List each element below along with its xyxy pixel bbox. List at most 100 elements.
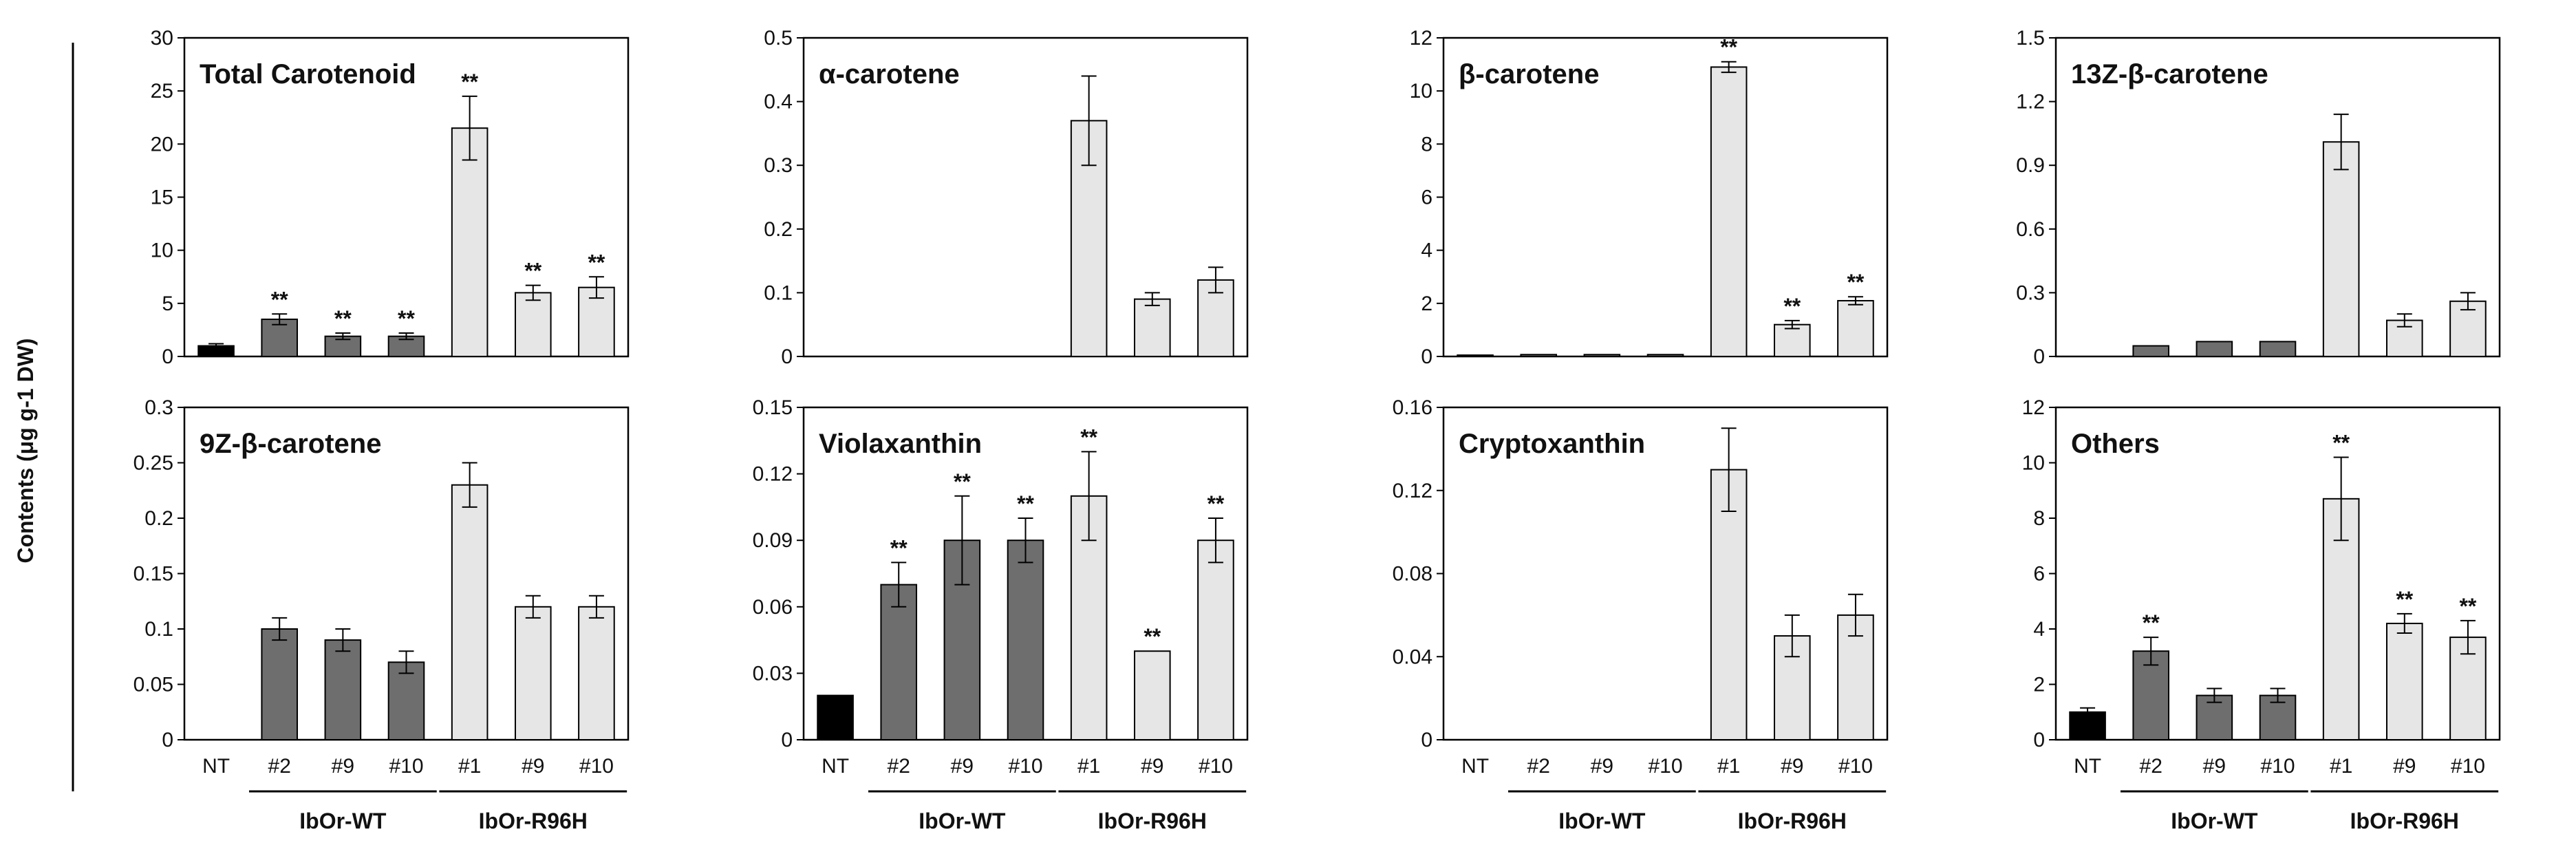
bar-n2-ibor-wt bbox=[2132, 345, 2170, 358]
chart-panel: 0 0.3 0.6 0.9 1.2 1.5 13Z-β-carotene bbox=[2016, 27, 2501, 368]
x-tick-label: #1 bbox=[458, 755, 481, 778]
y-tick-label: 4 bbox=[2033, 618, 2045, 641]
bar-n2-ibor-wt bbox=[880, 584, 918, 740]
chart-panel: 0 2 4 6 8 10 12 β-carotene ** ** ** bbox=[1410, 27, 1889, 368]
y-tick-label: 0.1 bbox=[764, 281, 793, 304]
bar-NT-nt bbox=[817, 694, 854, 740]
chart-panel: 0 0.04 0.08 0.12 0.16 Cryptoxanthin NT #2 #9 #10 #… bbox=[1393, 396, 1889, 833]
bar-n2-ibor-wt bbox=[261, 318, 299, 358]
bar-n1-ibor-r96h bbox=[1710, 469, 1748, 740]
x-tick-label: #9 bbox=[1781, 755, 1803, 778]
chart-panel: 0 2 4 6 8 10 12 Others ** ** ** ** NT #2 #9 #10 #1 #9 #10 I… bbox=[2022, 396, 2501, 833]
x-tick-label: #10 bbox=[2260, 755, 2295, 778]
y-tick-label: 0.25 bbox=[133, 452, 173, 475]
significance-marker: ** bbox=[271, 287, 288, 312]
x-tick-label: #9 bbox=[1141, 755, 1163, 778]
y-tick-label: 10 bbox=[1410, 80, 1432, 103]
x-tick-label: #9 bbox=[951, 755, 974, 778]
group-label: IbOr-WT bbox=[2171, 809, 2258, 833]
bar-n9-ibor-r96h bbox=[1133, 298, 1171, 357]
y-tick-label: 0.3 bbox=[764, 154, 793, 177]
x-tick-label: #10 bbox=[2451, 755, 2485, 778]
chart-panel: 0 0.03 0.06 0.09 0.12 0.15 Violaxanthin ** ** ** *… bbox=[753, 396, 1249, 833]
y-tick-label: 0 bbox=[162, 729, 173, 751]
y-tick-label: 12 bbox=[2022, 396, 2045, 419]
y-tick-label: 5 bbox=[162, 292, 173, 315]
y-tick-label: 0.1 bbox=[144, 618, 173, 641]
bar-n9-ibor-wt bbox=[324, 335, 362, 357]
y-tick-label: 2 bbox=[1421, 292, 1432, 315]
panel-title: 13Z-β-carotene bbox=[2071, 59, 2268, 89]
significance-marker: ** bbox=[588, 250, 605, 275]
group-label: IbOr-R96H bbox=[479, 809, 588, 833]
y-tick-label: 15 bbox=[151, 186, 173, 209]
x-tick-label: #1 bbox=[2330, 755, 2352, 778]
x-tick-label: #10 bbox=[389, 755, 423, 778]
panel-title: Others bbox=[2071, 429, 2160, 459]
plot-frame bbox=[802, 36, 1249, 358]
group-label: IbOr-R96H bbox=[2350, 809, 2459, 833]
y-tick-label: 0.06 bbox=[753, 596, 793, 619]
y-tick-label: 12 bbox=[1410, 27, 1432, 50]
y-tick-label: 0.3 bbox=[2016, 281, 2045, 304]
panel-title: Cryptoxanthin bbox=[1459, 429, 1645, 459]
panel-title: Violaxanthin bbox=[819, 429, 982, 459]
bar-n9-ibor-wt bbox=[1583, 354, 1621, 358]
x-tick-label: #9 bbox=[2393, 755, 2416, 778]
x-tick-label: #10 bbox=[1008, 755, 1042, 778]
y-tick-label: 0.05 bbox=[133, 674, 173, 696]
significance-marker: ** bbox=[1080, 425, 1097, 449]
x-tick-label: #10 bbox=[1648, 755, 1682, 778]
y-tick-label: 0.09 bbox=[753, 529, 793, 552]
significance-marker: ** bbox=[2396, 587, 2413, 612]
significance-marker: ** bbox=[2143, 610, 2160, 635]
group-label: IbOr-WT bbox=[299, 809, 387, 833]
y-tick-label: 0.2 bbox=[764, 218, 793, 241]
significance-marker: ** bbox=[1847, 270, 1864, 295]
y-tick-label: 0.03 bbox=[753, 662, 793, 685]
significance-marker: ** bbox=[1783, 294, 1801, 319]
y-tick-label: 10 bbox=[2022, 452, 2045, 475]
significance-marker: ** bbox=[1017, 491, 1034, 516]
bar-n9-ibor-r96h bbox=[514, 606, 552, 740]
chart-panel: 0 5 10 15 20 25 30 Total Carotenoid ** ** ** ** ** ** bbox=[151, 27, 630, 368]
x-tick-label: #9 bbox=[1591, 755, 1613, 778]
bar-n10-ibor-r96h bbox=[1837, 299, 1874, 358]
x-tick-label: #9 bbox=[332, 755, 354, 778]
x-tick-label: #10 bbox=[1838, 755, 1873, 778]
y-tick-label: 6 bbox=[2033, 563, 2045, 586]
bar-n2-ibor-wt bbox=[2132, 650, 2170, 741]
y-tick-label: 0.4 bbox=[764, 91, 793, 114]
y-tick-label: 0.12 bbox=[1393, 480, 1432, 502]
bar-n10-ibor-r96h bbox=[2449, 637, 2487, 741]
x-tick-label: NT bbox=[202, 755, 230, 778]
x-tick-label: NT bbox=[1461, 755, 1489, 778]
group-label: IbOr-R96H bbox=[1098, 809, 1207, 833]
bar-n10-ibor-wt bbox=[1646, 354, 1684, 358]
y-tick-label: 0.6 bbox=[2016, 218, 2045, 241]
y-tick-label: 0.12 bbox=[753, 463, 793, 486]
significance-marker: ** bbox=[1207, 491, 1224, 516]
x-tick-label: #9 bbox=[522, 755, 544, 778]
bar-n10-ibor-wt bbox=[1007, 540, 1044, 740]
significance-marker: ** bbox=[890, 535, 908, 560]
y-tick-label: 0.16 bbox=[1393, 396, 1432, 419]
y-tick-label: 0 bbox=[1421, 345, 1432, 368]
y-tick-label: 0 bbox=[781, 345, 793, 368]
significance-marker: ** bbox=[334, 306, 352, 331]
x-tick-label: #10 bbox=[579, 755, 614, 778]
y-tick-label: 1.2 bbox=[2016, 91, 2045, 114]
bar-n9-ibor-r96h bbox=[1133, 650, 1171, 741]
bar-n1-ibor-r96h bbox=[2322, 141, 2360, 357]
x-tick-label: #2 bbox=[1527, 755, 1550, 778]
bar-n10-ibor-wt bbox=[387, 661, 425, 740]
y-tick-label: 4 bbox=[1421, 239, 1432, 262]
y-tick-label: 0.5 bbox=[764, 27, 793, 50]
chart-panel: 0 0.05 0.1 0.15 0.2 0.25 0.3 9Z-β-carotene NT #2 #… bbox=[133, 396, 630, 833]
significance-marker: ** bbox=[461, 70, 478, 94]
bar-n9-ibor-r96h bbox=[514, 292, 552, 357]
y-tick-label: 20 bbox=[151, 133, 173, 156]
y-tick-label: 0.3 bbox=[144, 396, 173, 419]
panel-title: 9Z-β-carotene bbox=[200, 429, 381, 459]
